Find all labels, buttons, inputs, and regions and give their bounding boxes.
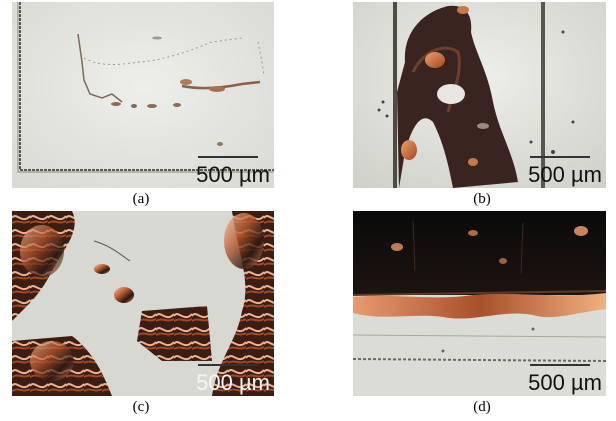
scale-bar [530, 156, 590, 158]
micrograph-a-image [12, 2, 274, 188]
micrograph-panel-a: 500 µm [12, 2, 274, 188]
micrograph-panel-d: 500 µm [353, 211, 606, 396]
caption-b: (b) [473, 191, 491, 207]
scale-bar [530, 364, 590, 366]
scale-bar [198, 156, 258, 158]
micrograph-panel-c: 500 µm [12, 211, 274, 396]
scale-label: 500 µm [528, 370, 602, 395]
caption-a: (a) [132, 191, 150, 207]
micrograph-d-image [353, 211, 606, 396]
caption-c: (c) [132, 399, 150, 415]
scale-label: 500 µm [196, 162, 270, 187]
micrograph-c-image [12, 211, 274, 396]
scale-bar [198, 364, 258, 366]
micrograph-panel-b: 500 µm [353, 2, 606, 188]
scale-label: 500 µm [528, 162, 602, 187]
micrograph-b-image [353, 2, 606, 188]
scale-label: 500 µm [196, 370, 270, 395]
caption-d: (d) [473, 399, 491, 415]
